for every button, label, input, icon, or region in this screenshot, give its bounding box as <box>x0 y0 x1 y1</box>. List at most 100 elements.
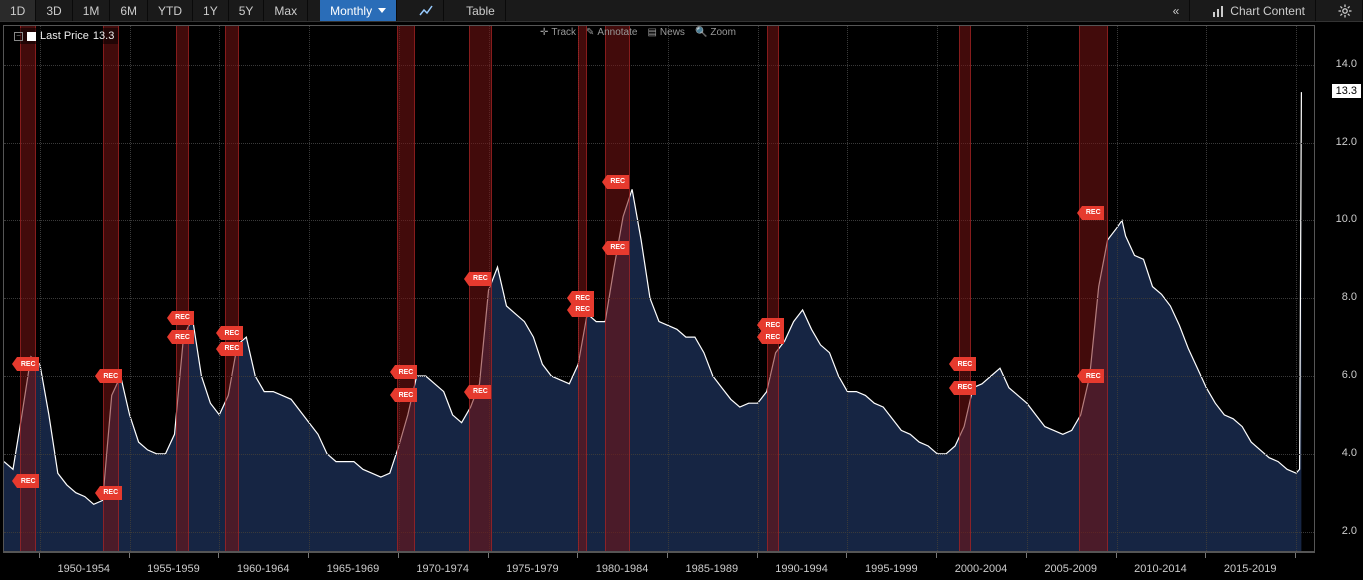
y-tick-label: 12.0 <box>1336 136 1357 148</box>
gridline-vertical <box>1206 26 1207 551</box>
x-tick-label: 1955-1959 <box>147 563 200 575</box>
x-tick-label: 1965-1969 <box>327 563 380 575</box>
x-tick-mark <box>577 553 578 558</box>
recession-band <box>605 26 630 551</box>
recession-tag: REC <box>607 241 629 255</box>
y-tick-label: 2.0 <box>1342 525 1357 537</box>
y-axis-current-value: 13.3 <box>1332 84 1361 98</box>
chart-content-button[interactable]: Chart Content <box>1202 0 1316 21</box>
x-tick-mark <box>1116 553 1117 558</box>
recession-tag: REC <box>100 486 122 500</box>
x-tick-label: 1990-1994 <box>775 563 828 575</box>
annotate-tool[interactable]: ✎ Annotate <box>586 27 637 38</box>
x-tick-mark <box>846 553 847 558</box>
range-max[interactable]: Max <box>264 0 308 21</box>
recession-tag: REC <box>17 474 39 488</box>
y-tick-label: 10.0 <box>1336 213 1357 225</box>
news-label: News <box>660 27 685 38</box>
x-tick-mark <box>398 553 399 558</box>
settings-button[interactable] <box>1328 0 1363 21</box>
zoom-tool[interactable]: 🔍 Zoom <box>695 27 736 38</box>
recession-tag: REC <box>395 365 417 379</box>
recession-tag: REC <box>469 385 491 399</box>
recession-tag: REC <box>1082 369 1104 383</box>
recession-tag: REC <box>221 342 243 356</box>
recession-tag: REC <box>469 272 491 286</box>
gridline-vertical <box>668 26 669 551</box>
legend-series-swatch <box>27 32 36 41</box>
gridline-vertical <box>1296 26 1297 551</box>
recession-tag: REC <box>1082 206 1104 220</box>
x-tick-label: 1970-1974 <box>416 563 469 575</box>
sub-toolbar: ✛ Track ✎ Annotate ▤ News 🔍 Zoom <box>540 23 736 41</box>
range-1y[interactable]: 1Y <box>193 0 229 21</box>
gridline-vertical <box>40 26 41 551</box>
toolbar: 1D 3D 1M 6M YTD 1Y 5Y Max Monthly Table … <box>0 0 1363 22</box>
x-tick-label: 2010-2014 <box>1134 563 1187 575</box>
y-tick-label: 4.0 <box>1342 447 1357 459</box>
x-tick-label: 1950-1954 <box>57 563 110 575</box>
track-label: Track <box>551 27 576 38</box>
x-tick-mark <box>308 553 309 558</box>
legend-label: Last Price <box>40 30 89 42</box>
table-button[interactable]: Table <box>456 0 506 21</box>
track-tool[interactable]: ✛ Track <box>540 27 576 38</box>
x-tick-mark <box>936 553 937 558</box>
x-tick-label: 2005-2009 <box>1044 563 1097 575</box>
range-6m[interactable]: 6M <box>110 0 148 21</box>
recession-tag: REC <box>954 381 976 395</box>
recession-band <box>959 26 972 551</box>
range-1m[interactable]: 1M <box>73 0 111 21</box>
range-3d[interactable]: 3D <box>36 0 72 21</box>
x-tick-mark <box>1026 553 1027 558</box>
x-tick-label: 1980-1984 <box>596 563 649 575</box>
zoom-label: Zoom <box>710 27 736 38</box>
news-tool[interactable]: ▤ News <box>647 27 684 38</box>
range-1d[interactable]: 1D <box>0 0 36 21</box>
recession-tag: REC <box>100 369 122 383</box>
y-axis: 2.04.06.08.010.012.014.013.3 <box>1315 25 1363 552</box>
gridline-vertical <box>130 26 131 551</box>
legend-value: 13.3 <box>93 30 114 42</box>
recession-band <box>397 26 415 551</box>
collapse-button[interactable]: « <box>1163 0 1191 21</box>
x-tick-mark <box>39 553 40 558</box>
gridline-vertical <box>758 26 759 551</box>
legend-collapse-icon[interactable]: − <box>14 32 23 41</box>
chart-type-button[interactable] <box>409 0 444 21</box>
recession-band <box>578 26 587 551</box>
x-tick-label: 1985-1989 <box>686 563 739 575</box>
x-tick-label: 2000-2004 <box>955 563 1008 575</box>
news-icon: ▤ <box>647 27 656 38</box>
recession-band <box>1079 26 1108 551</box>
x-tick-label: 1975-1979 <box>506 563 559 575</box>
x-tick-mark <box>218 553 219 558</box>
gridline-vertical <box>1027 26 1028 551</box>
x-tick-mark <box>129 553 130 558</box>
recession-band <box>767 26 780 551</box>
pencil-icon: ✎ <box>586 27 594 38</box>
magnifier-icon: 🔍 <box>695 27 707 38</box>
gridline-vertical <box>847 26 848 551</box>
gridline-vertical <box>937 26 938 551</box>
range-ytd[interactable]: YTD <box>148 0 193 21</box>
interval-dropdown[interactable]: Monthly <box>320 0 397 21</box>
y-tick-label: 14.0 <box>1336 58 1357 70</box>
recession-tag: REC <box>395 388 417 402</box>
recession-band <box>103 26 119 551</box>
recession-tag: REC <box>572 303 594 317</box>
recession-band <box>225 26 239 551</box>
y-tick-label: 6.0 <box>1342 369 1357 381</box>
recession-band <box>469 26 492 551</box>
recession-tag: REC <box>607 175 629 189</box>
plot-area[interactable]: REC REC REC REC REC REC REC REC REC REC REC REC REC R… <box>3 25 1315 552</box>
x-axis: 1950-19541955-19591960-19641965-19691970… <box>3 552 1315 580</box>
recession-tag: REC <box>172 311 194 325</box>
x-tick-label: 1995-1999 <box>865 563 918 575</box>
range-5y[interactable]: 5Y <box>229 0 265 21</box>
x-tick-mark <box>667 553 668 558</box>
gridline-vertical <box>219 26 220 551</box>
x-tick-label: 2015-2019 <box>1224 563 1277 575</box>
annotate-label: Annotate <box>597 27 637 38</box>
gridline-vertical <box>309 26 310 551</box>
